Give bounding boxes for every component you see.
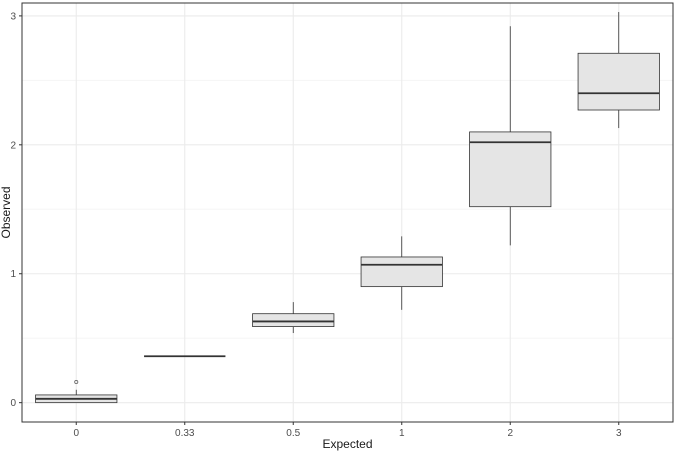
y-axis-title: Observed [0, 186, 13, 238]
grid-lines [22, 3, 673, 422]
y-tick-label: 3 [10, 11, 16, 22]
box-0 [35, 380, 118, 404]
x-tick-label: 0.33 [175, 428, 195, 439]
box-3 [360, 236, 443, 310]
box-5 [577, 12, 660, 129]
x-tick-label: 3 [616, 428, 622, 439]
x-tick-label: 0.5 [286, 428, 300, 439]
box-4 [469, 26, 552, 246]
outlier-point [74, 380, 79, 385]
box-body [577, 52, 660, 111]
axis-layer: 0 1 2 3 0 0.33 0.5 1 2 3 [10, 11, 622, 439]
box-body [360, 256, 443, 288]
y-tick-label: 0 [10, 398, 16, 409]
y-tick-label: 2 [10, 140, 16, 151]
box-body [469, 131, 552, 208]
box-body [252, 313, 335, 327]
panel-border [21, 2, 674, 423]
x-tick-label: 0 [73, 428, 79, 439]
x-axis-title: Expected [322, 437, 372, 451]
x-tick-label: 1 [399, 428, 405, 439]
box-layer [35, 12, 660, 404]
x-tick-label: 2 [507, 428, 513, 439]
box-2 [252, 302, 335, 334]
y-tick-label: 1 [10, 269, 16, 280]
